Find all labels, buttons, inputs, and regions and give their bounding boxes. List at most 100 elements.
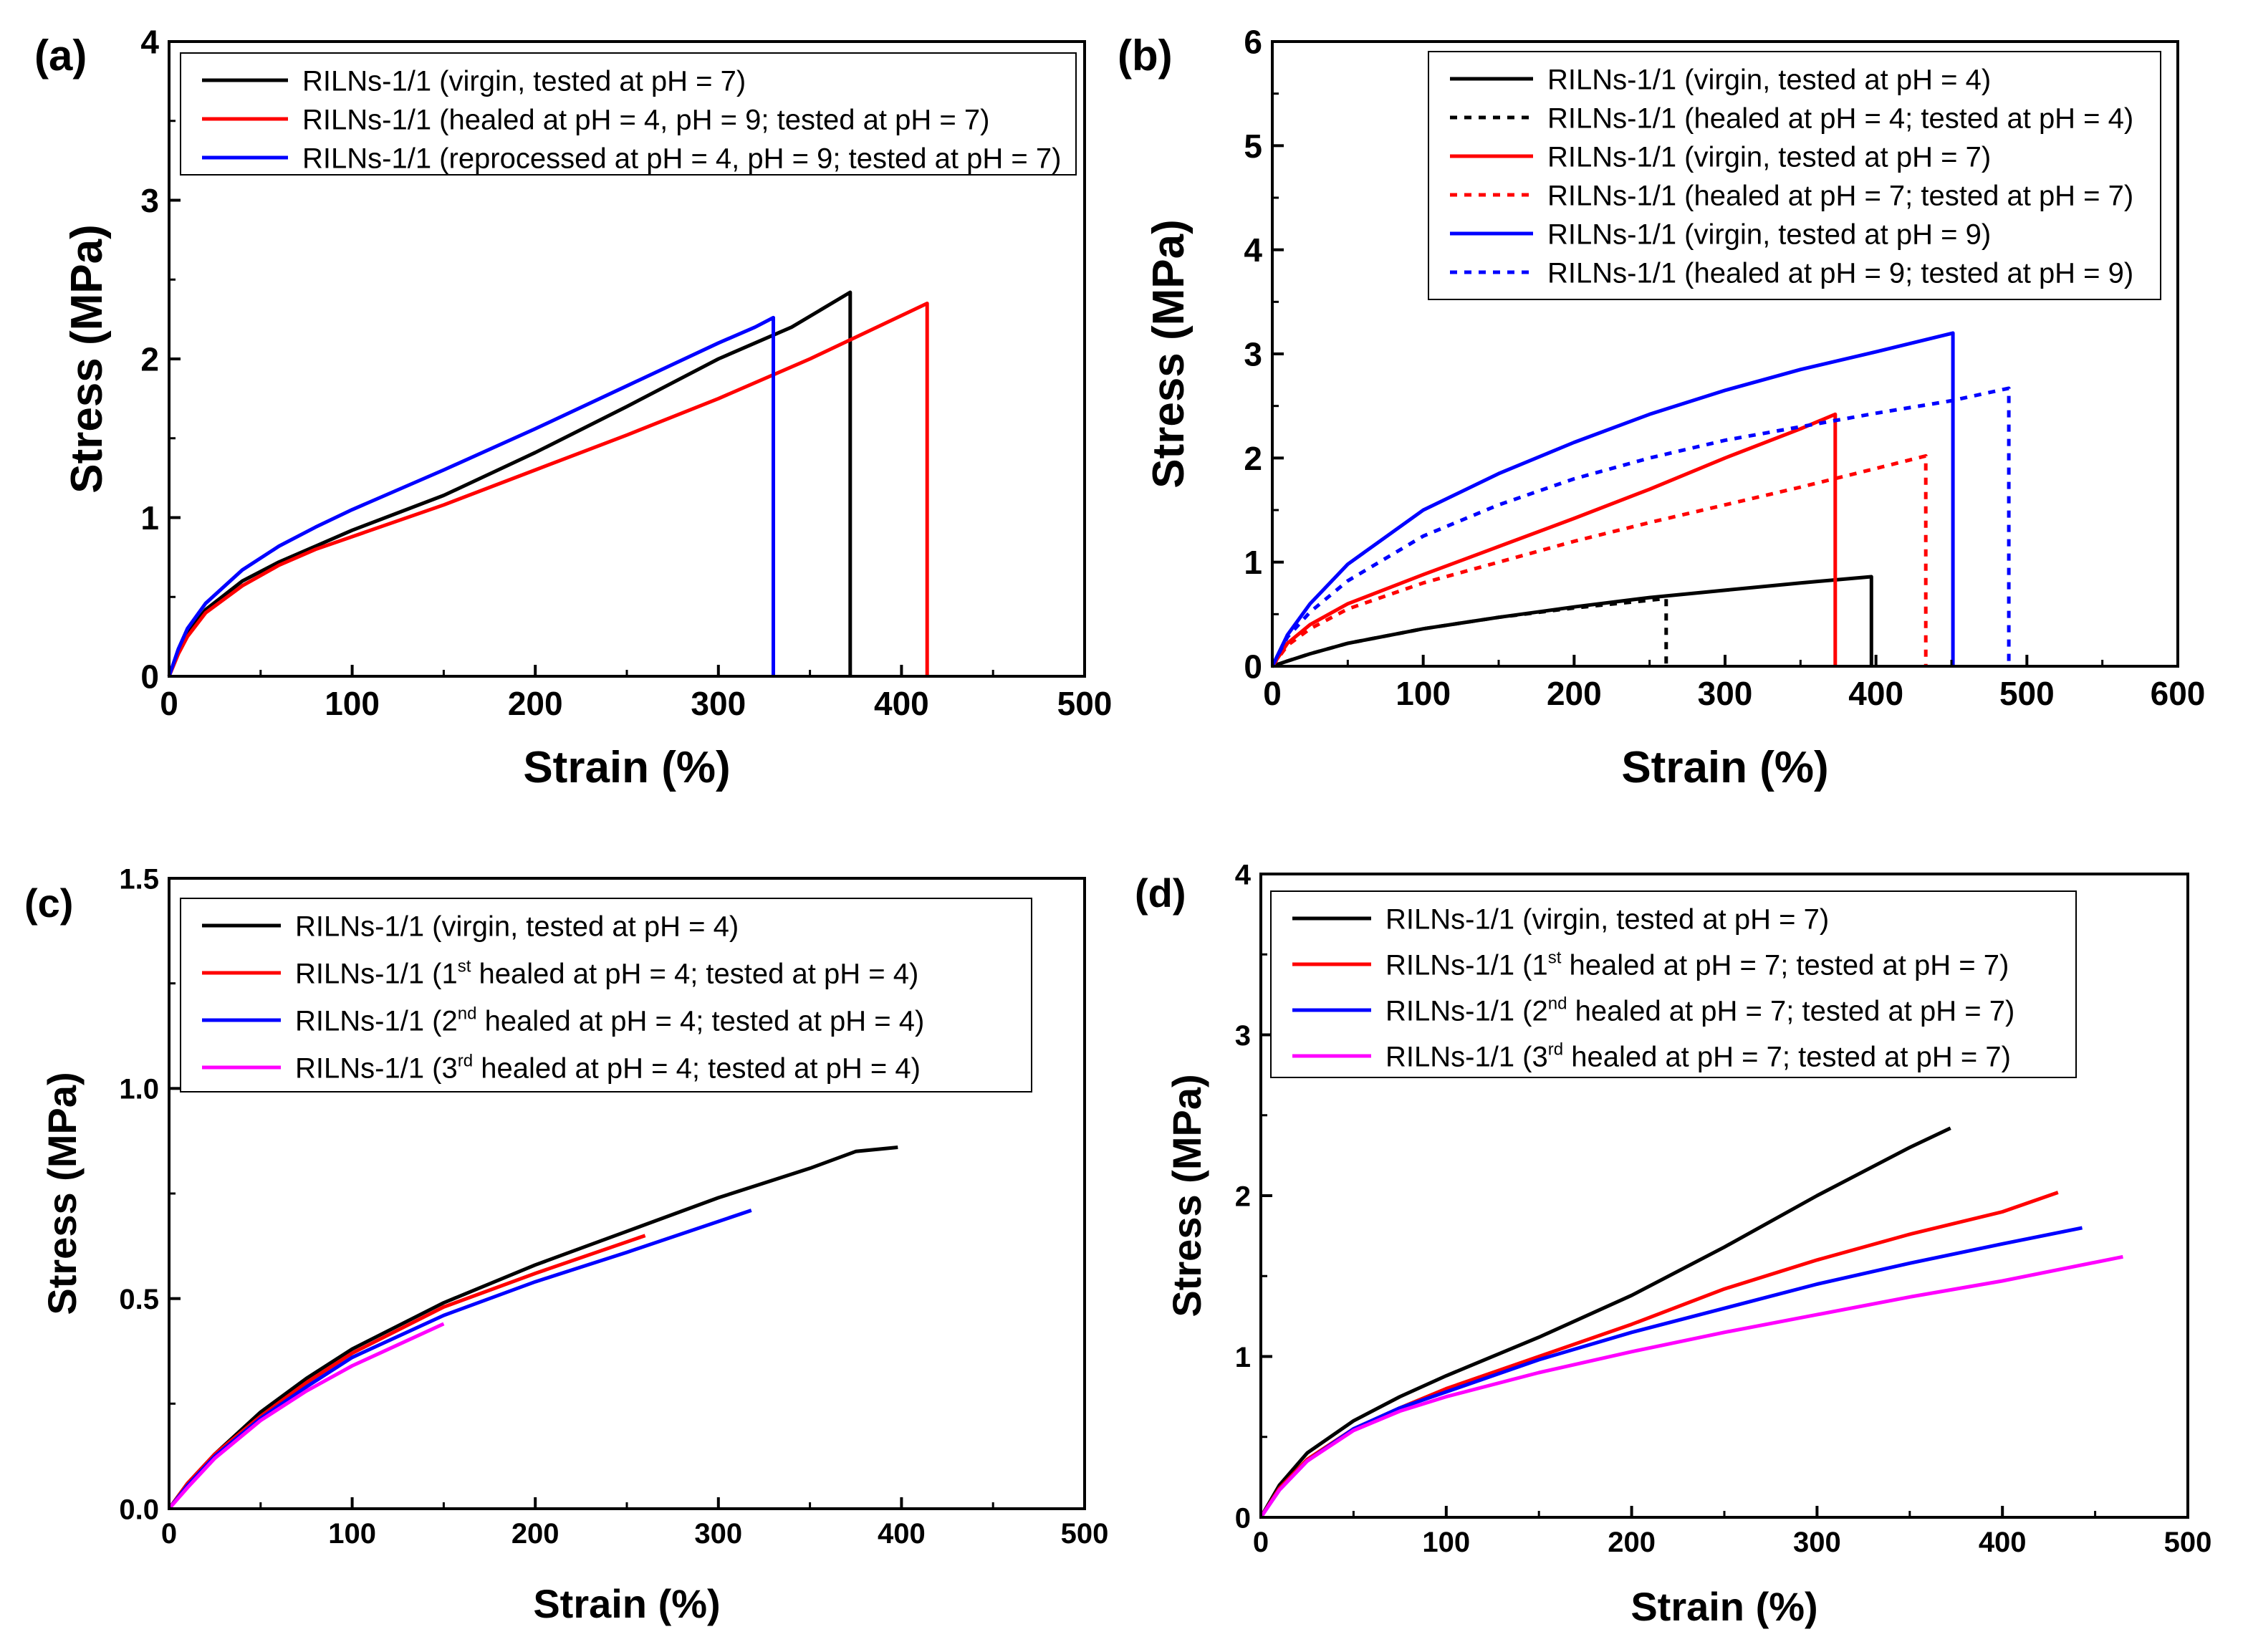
y-tick-label: 1.5: [119, 863, 159, 895]
panel-label: (c): [24, 880, 73, 926]
legend-superscript: st: [458, 956, 471, 976]
x-tick-label: 100: [1422, 1527, 1470, 1558]
legend-box: [180, 52, 1077, 176]
y-tick-label: 3: [1244, 336, 1262, 373]
x-tick-label: 200: [508, 685, 563, 722]
y-tick-label: 4: [1244, 231, 1262, 269]
legend: RILNs-1/1 (virgin, tested at pH = 7) RILN…: [180, 52, 1077, 176]
legend-text: healed at pH = 7; tested at pH = 7): [1561, 949, 2009, 981]
series-line-1: [167, 290, 852, 677]
legend-text: healed at pH = 7; tested at pH = 7): [1563, 1041, 2011, 1072]
legend-superscript: nd: [1548, 994, 1567, 1013]
y-tick-label: 1: [1235, 1342, 1251, 1373]
legend-entry: RILNs-1/1 (virgin, tested at pH = 7): [1547, 141, 1991, 173]
y-tick-label: 3: [140, 182, 159, 219]
series-line-4: [1259, 1254, 2123, 1519]
series-line-2: [1259, 1191, 2059, 1519]
series-line-2: [1272, 597, 1668, 668]
x-axis-label: Strain (%): [533, 1581, 720, 1626]
chart-panel-3: (c) 0 100 200 300 400 500 0.0 0.5 1.0 1.5 Strain (%…: [24, 863, 1108, 1626]
x-tick-label: 0: [1253, 1527, 1269, 1558]
legend-superscript: nd: [458, 1004, 477, 1023]
panel-label: (a): [34, 32, 87, 80]
y-tick-label: 1: [1244, 544, 1262, 581]
y-tick-label: 5: [1244, 128, 1262, 165]
series-line-2: [167, 302, 929, 677]
chart-panel-1: (a) 0 100 200 300 400 500 0 1 2 3 4 Strain (%) Stress…: [34, 24, 1112, 792]
legend-box: [1428, 51, 2161, 300]
y-tick-label: 1.0: [119, 1074, 159, 1105]
series-line-6: [1270, 386, 2011, 668]
y-axis-label: Stress (MPa): [1164, 1074, 1209, 1317]
series-line-3: [1259, 1226, 2083, 1519]
y-tick-label: 2: [1235, 1181, 1251, 1212]
x-tick-label: 300: [1698, 675, 1753, 712]
x-tick-label: 100: [328, 1518, 376, 1550]
x-tick-label: 200: [1547, 675, 1602, 712]
legend-text: healed at pH = 7; tested at pH = 7): [1567, 995, 2014, 1027]
y-axis-label: Stress (MPa): [39, 1072, 85, 1315]
series-line-4: [1270, 453, 1928, 668]
y-axis-label: Stress (MPa): [1144, 219, 1193, 489]
legend-text: RILNs-1/1 (virgin, tested at pH = 4): [295, 911, 739, 942]
y-tick-label: 4: [140, 24, 159, 61]
legend: RILNs-1/1 (virgin, tested at pH = 4) RILN…: [180, 898, 1032, 1092]
legend-text: healed at pH = 4; tested at pH = 4): [476, 1005, 924, 1037]
series-line-1: [167, 1146, 898, 1510]
legend-entry: RILNs-1/1 (virgin, tested at pH = 9): [1547, 218, 1991, 250]
legend: RILNs-1/1 (virgin, tested at pH = 7) RILN…: [1270, 890, 2077, 1078]
x-tick-label: 500: [2164, 1527, 2212, 1558]
x-tick-label: 100: [325, 685, 380, 722]
legend: RILNs-1/1 (virgin, tested at pH = 4) RILN…: [1428, 51, 2161, 300]
legend-text: RILNs-1/1 (virgin, tested at pH = 7): [1385, 903, 1829, 935]
y-tick-label: 0: [1235, 1502, 1251, 1534]
legend-text: RILNs-1/1 (3: [295, 1052, 458, 1084]
legend-box: [1270, 890, 2077, 1078]
x-tick-label: 200: [511, 1518, 559, 1550]
x-tick-label: 500: [1057, 685, 1113, 722]
legend-text: RILNs-1/1 (3: [1385, 1041, 1548, 1072]
y-axis-label: Stress (MPa): [62, 224, 112, 494]
chart-panel-2: (b) 0 100 200 300 400 500 600 0 1 2 3 4 5 6 Strain (%) S…: [1118, 24, 2205, 792]
y-tick-label: 0: [1244, 648, 1262, 686]
legend-superscript: st: [1548, 948, 1562, 967]
series-line-3: [168, 1209, 752, 1510]
x-tick-label: 400: [1848, 675, 1903, 712]
legend-entry: RILNs-1/1 (healed at pH = 7; tested at p…: [1547, 180, 2133, 211]
series-line-5: [1270, 331, 1955, 668]
y-tick-label: 2: [1244, 440, 1262, 477]
legend-entry: RILNs-1/1 (2nd healed at pH = 4; tested …: [295, 1004, 924, 1037]
y-tick-label: 0.0: [119, 1494, 159, 1525]
legend-entry: RILNs-1/1 (virgin, tested at pH = 4): [1547, 64, 1991, 95]
legend-box: [180, 898, 1032, 1092]
x-tick-label: 100: [1396, 675, 1451, 712]
legend-entry: RILNs-1/1 (3rd healed at pH = 7; tested …: [1385, 1039, 2011, 1072]
x-tick-label: 300: [1793, 1527, 1841, 1558]
series-line-1: [1272, 575, 1873, 668]
x-tick-label: 0: [160, 685, 178, 722]
x-tick-label: 400: [1979, 1527, 2027, 1558]
y-tick-label: 4: [1235, 859, 1252, 890]
x-tick-label: 0: [161, 1518, 177, 1550]
series-line-4: [168, 1322, 445, 1510]
y-tick-label: 6: [1244, 24, 1262, 61]
legend-text: healed at pH = 4; tested at pH = 4): [473, 1052, 921, 1084]
legend-superscript: rd: [1548, 1039, 1563, 1059]
x-tick-label: 0: [1263, 675, 1282, 712]
series-line-2: [167, 1234, 646, 1510]
x-tick-label: 500: [1999, 675, 2055, 712]
y-tick-label: 2: [140, 341, 159, 378]
x-axis-label: Strain (%): [1630, 1584, 1817, 1629]
x-tick-label: 400: [878, 1518, 926, 1550]
legend-text: RILNs-1/1 (2: [1385, 995, 1548, 1027]
legend-text: RILNs-1/1 (1: [1385, 949, 1548, 981]
x-axis-label: Strain (%): [1621, 743, 1828, 792]
legend-entry: RILNs-1/1 (virgin, tested at pH = 4): [295, 911, 739, 942]
legend-entry: RILNs-1/1 (1st healed at pH = 4; tested …: [295, 956, 918, 989]
legend-entry: RILNs-1/1 (1st healed at pH = 7; tested …: [1385, 948, 2009, 981]
legend-text: healed at pH = 4; tested at pH = 4): [471, 958, 918, 989]
panel-label: (b): [1118, 32, 1173, 80]
y-tick-label: 1: [140, 499, 159, 537]
x-axis-label: Strain (%): [523, 743, 730, 792]
